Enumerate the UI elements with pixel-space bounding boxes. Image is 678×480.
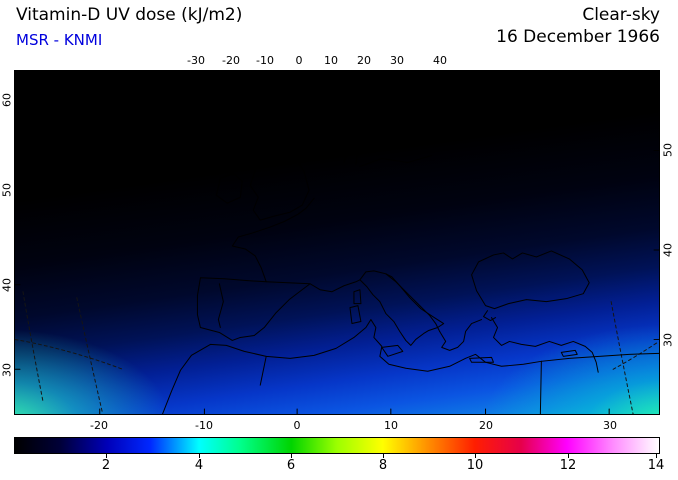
top-axis-tick: -10 [256,54,274,67]
top-axis-tick: 10 [324,54,338,67]
colorbar-tick-mark [475,454,476,458]
colorbar-tick-label: 4 [194,458,204,473]
axis-tick-marks [15,71,659,414]
colorbar-tick-mark [199,454,200,458]
coast-north-africa [162,319,659,414]
bottom-axis-tick: -10 [195,419,213,432]
coast-france-mediterranean [309,279,361,293]
colorbar [14,437,660,454]
border-egypt-libya [539,360,542,414]
colorbar-tick-label: 2 [101,458,111,473]
sky-condition-label: Clear-sky [582,5,660,25]
colorbar-tick-label: 8 [378,458,388,473]
coast-corsica [353,289,362,305]
uv-dose-map [14,70,660,415]
colorbar-tick-label: 12 [559,458,577,473]
colorbar-tick-label: 10 [466,458,484,473]
coast-iberia [196,277,311,341]
coast-sicily [381,344,404,357]
colorbar-tick-mark [656,454,657,458]
colorbar-tick-mark [383,454,384,458]
right-axis-tick: 50 [661,143,675,157]
coast-cyprus [560,349,578,357]
border-morocco-algeria [259,355,267,386]
right-axis-tick: 30 [661,333,675,347]
coast-turkey [491,317,599,373]
coast-ireland [215,172,243,204]
coast-balkans [385,273,441,332]
colorbar-tick-mark [106,454,107,458]
top-axis-tick: -20 [222,54,240,67]
bottom-axis-tick: 0 [293,419,301,432]
bottom-axis-tick: 10 [384,419,398,432]
coast-baltic [343,144,433,167]
coast-bosphorus [483,310,497,322]
bottom-axis-tick: 20 [479,419,493,432]
coast-france-atlantic [231,197,315,283]
coast-sardinia [349,305,362,325]
coast-britain [249,130,310,221]
date-label: 16 December 1966 [496,27,660,47]
bottom-axis-tick: -20 [90,419,108,432]
coastlines-svg [15,71,659,414]
right-axis-tick: 40 [661,243,675,257]
colorbar-tick-label: 6 [286,458,296,473]
colorbar-tick-label: 14 [647,458,665,473]
coast-crete [469,356,495,363]
bottom-axis-tick: 30 [603,419,617,432]
data-source-label: MSR - KNMI [16,31,103,49]
coast-black-sea [471,250,590,310]
colorbar-tick-mark [291,454,292,458]
left-axis-tick: 40 [0,278,14,292]
left-axis-tick: 60 [0,93,14,107]
figure-title: Vitamin-D UV dose (kJ/m2) [16,5,243,25]
colorbar-tick-mark [568,454,569,458]
left-axis-tick: 50 [0,183,14,197]
coast-italy [359,270,445,346]
left-axis-tick: 30 [0,363,14,377]
top-axis-tick: 30 [390,54,404,67]
top-axis-tick: 20 [357,54,371,67]
border-portugal-spain [217,283,224,329]
top-axis-tick: 0 [295,54,303,67]
top-axis-tick: 40 [433,54,447,67]
top-axis-tick: -30 [187,54,205,67]
graticule-lines [15,291,659,414]
coast-greece [439,319,483,351]
